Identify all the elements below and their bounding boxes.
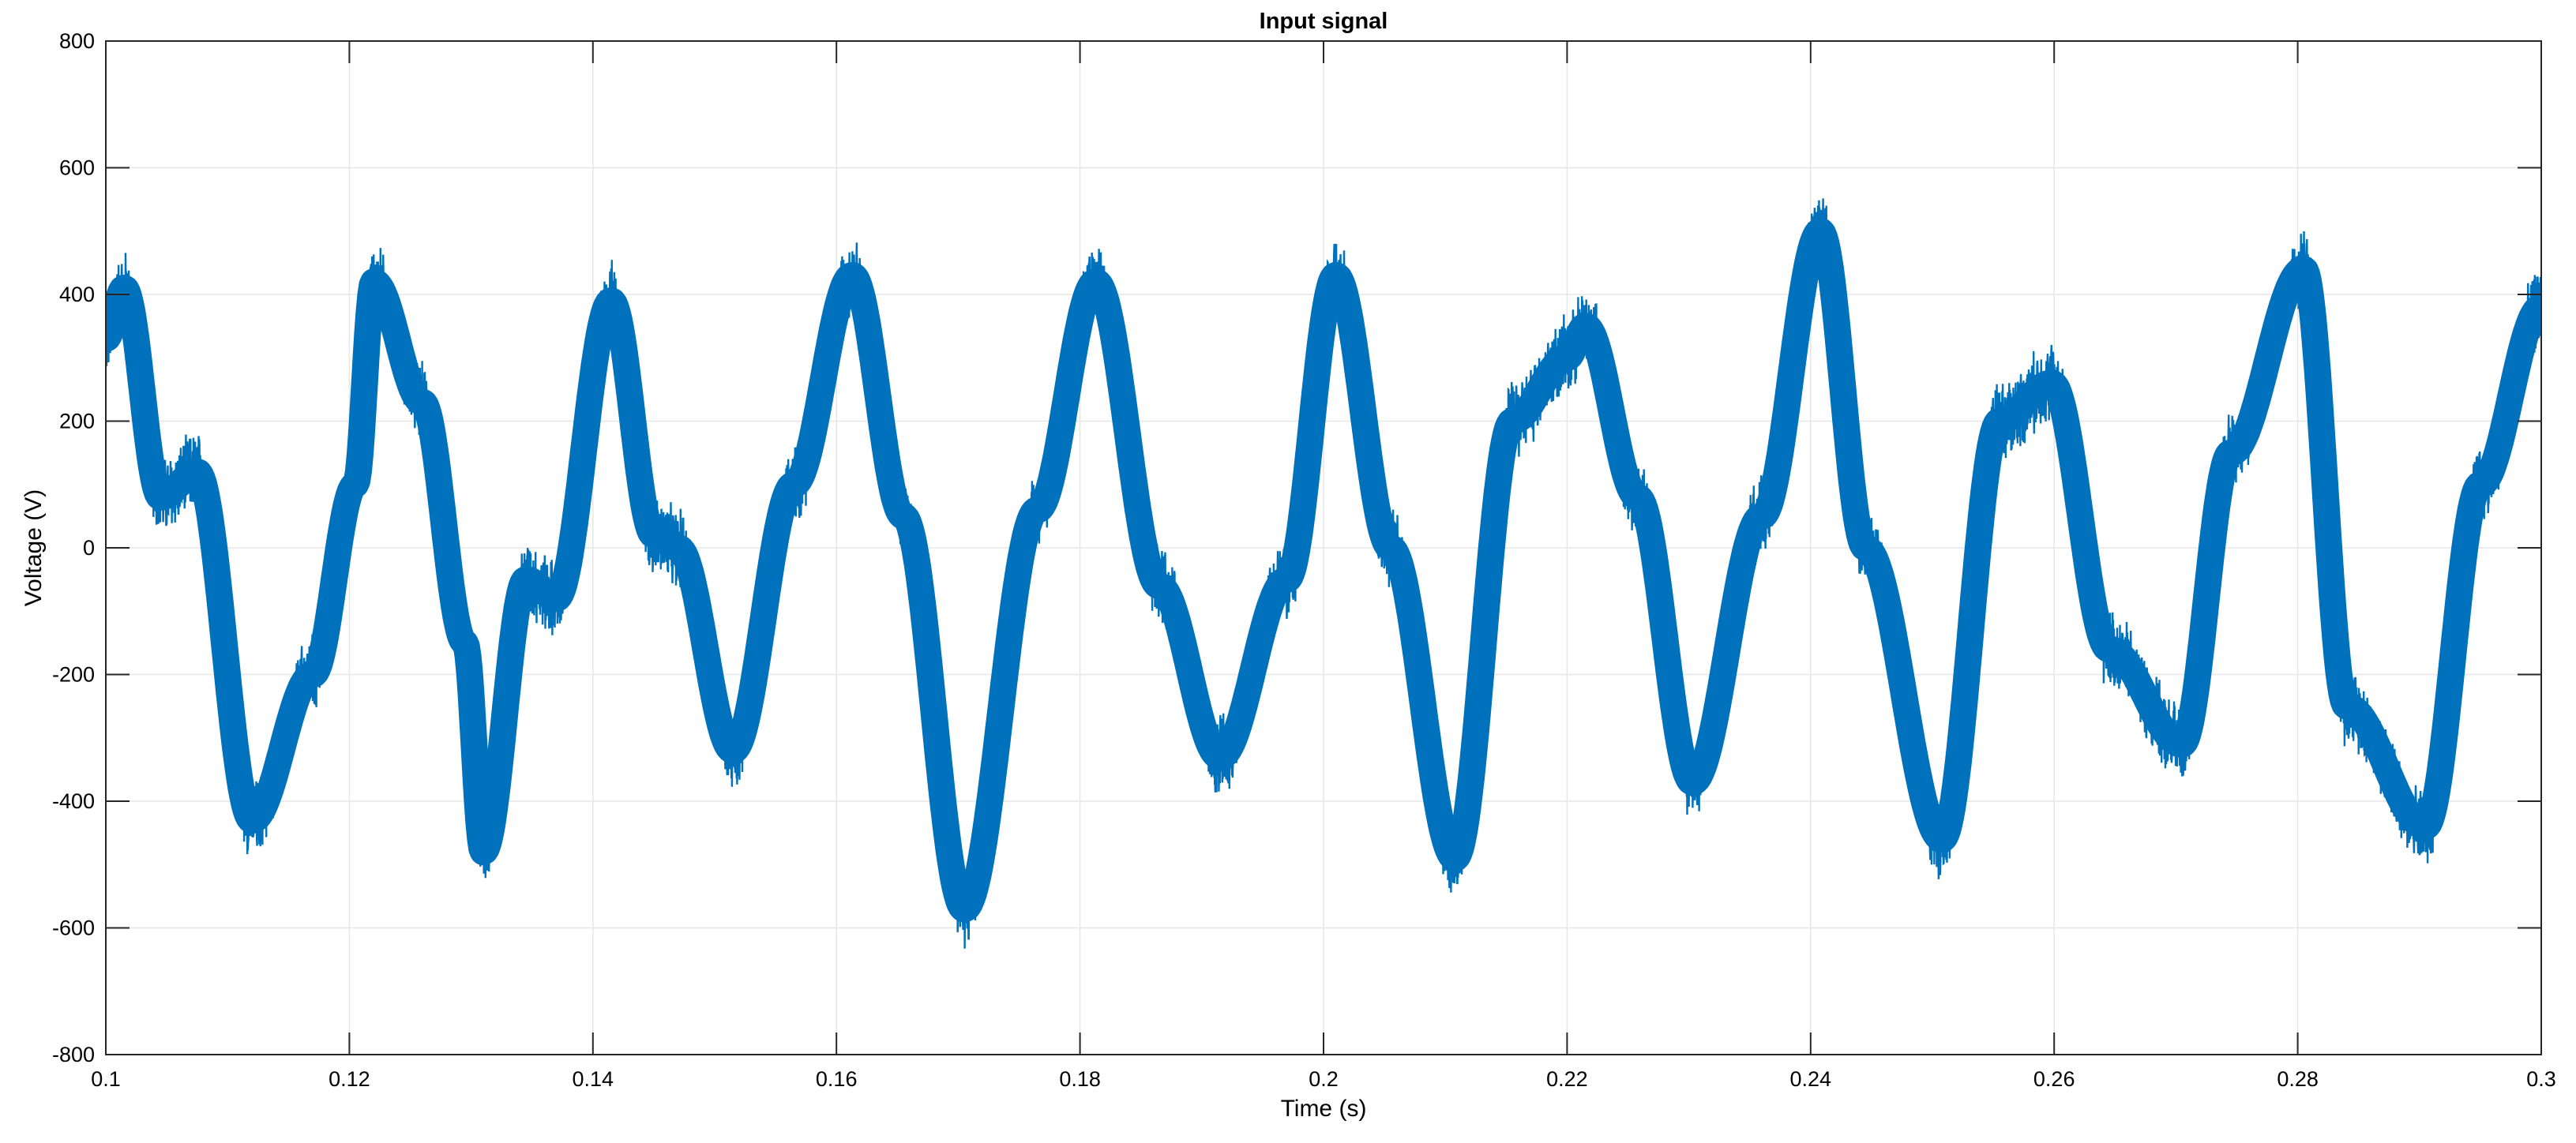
plot-area — [106, 198, 2541, 949]
y-tick-label: 0 — [83, 536, 95, 560]
x-tick-label: 0.2 — [1309, 1067, 1339, 1091]
x-tick-label: 0.28 — [2277, 1067, 2319, 1091]
chart-title: Input signal — [1260, 9, 1388, 34]
x-tick-label: 0.14 — [573, 1067, 614, 1091]
y-tick-label: 400 — [59, 283, 95, 306]
axis-ticks — [105, 40, 2542, 1055]
y-axis-title: Voltage (V) — [21, 489, 47, 606]
x-tick-label: 0.12 — [329, 1067, 370, 1091]
x-tick-label: 0.18 — [1059, 1067, 1101, 1091]
y-tick-label: 800 — [59, 29, 95, 53]
x-tick-label: 0.26 — [2033, 1067, 2075, 1091]
x-tick-label: 0.24 — [1790, 1067, 1832, 1091]
y-tick-label: 200 — [59, 410, 95, 433]
y-tick-label: -400 — [52, 789, 95, 813]
y-tick-label: -800 — [52, 1043, 95, 1066]
x-tick-label: 0.16 — [816, 1067, 858, 1091]
x-axis: 0.1 0.12 0.14 0.16 0.18 0.2 0.22 0.24 0.26 0.28 0.… — [91, 1067, 2556, 1091]
y-tick-label: -200 — [52, 663, 95, 687]
y-tick-label: -600 — [52, 916, 95, 940]
y-tick-label: 600 — [59, 156, 95, 180]
grid — [106, 41, 2541, 1055]
x-tick-label: 0.3 — [2526, 1067, 2556, 1091]
series-line — [106, 217, 2541, 923]
x-tick-label: 0.1 — [91, 1067, 121, 1091]
x-axis-title: Time (s) — [1281, 1096, 1367, 1122]
y-axis: -800 -600 -400 -200 0 200 400 600 800 — [52, 29, 95, 1066]
x-tick-label: 0.22 — [1546, 1067, 1588, 1091]
